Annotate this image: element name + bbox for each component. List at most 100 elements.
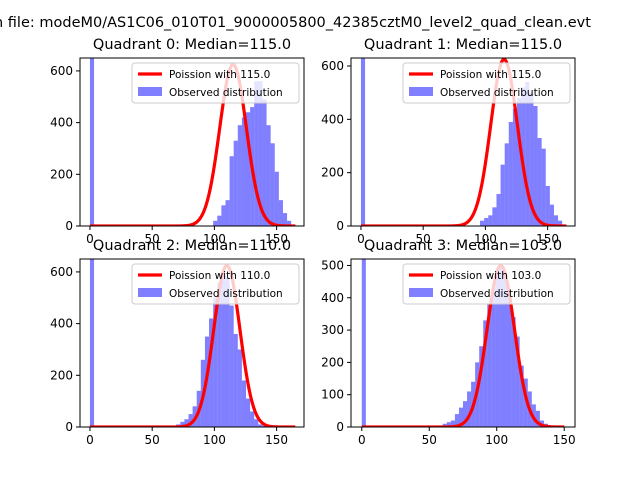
axes-frame bbox=[79, 57, 305, 227]
x-tick-label: 100 bbox=[474, 232, 497, 246]
histogram-bar bbox=[254, 81, 259, 226]
legend-patch-swatch bbox=[409, 288, 433, 297]
legend-patch-swatch bbox=[409, 87, 433, 96]
y-tick-label: 0 bbox=[65, 420, 73, 434]
y-tick-label: 400 bbox=[50, 116, 73, 130]
axes-frame bbox=[350, 258, 576, 428]
quadrant-3-title: Quadrant 3: Median=103.0 bbox=[364, 238, 562, 254]
histogram-bar bbox=[549, 204, 554, 226]
histogram-bar bbox=[450, 420, 455, 427]
histogram-bar bbox=[246, 398, 251, 427]
x-tick-label: 150 bbox=[536, 232, 559, 246]
y-tick-label: 200 bbox=[50, 167, 73, 181]
histogram-bar bbox=[237, 125, 242, 226]
y-tick-label: 400 bbox=[321, 291, 344, 305]
x-tick-label: 100 bbox=[203, 433, 226, 447]
histogram-bar bbox=[537, 138, 542, 226]
histogram-bar bbox=[517, 98, 522, 226]
axes-frame bbox=[79, 258, 305, 428]
histogram-bar bbox=[278, 200, 283, 226]
x-tick-label: 50 bbox=[416, 232, 431, 246]
histogram-bar bbox=[553, 215, 559, 226]
y-tick-label: 200 bbox=[321, 166, 344, 180]
y-tick-label: 100 bbox=[321, 388, 344, 402]
legend-label-observed: Observed distribution bbox=[440, 87, 554, 99]
histogram-bar bbox=[254, 419, 259, 427]
x-tick-label: 50 bbox=[422, 433, 437, 447]
histogram-bar bbox=[241, 117, 247, 226]
histogram-bar bbox=[523, 378, 528, 427]
histogram-bar bbox=[209, 318, 214, 427]
quadrant-1-title: Quadrant 1: Median=115.0 bbox=[364, 37, 562, 53]
histogram-bar bbox=[487, 304, 492, 427]
quadrant-2-title: Quadrant 2: Median=110.0 bbox=[93, 238, 291, 254]
histogram-bar bbox=[274, 171, 279, 226]
legend: Poission with 115.0 Observed distribution bbox=[402, 62, 571, 104]
y-tick-label: 0 bbox=[65, 219, 73, 233]
legend: Poission with 103.0 Observed distribution bbox=[402, 263, 571, 305]
legend-patch-swatch bbox=[138, 87, 162, 96]
figure-title: n file: modeM0/AS1C06_010T01_9000005800_… bbox=[0, 15, 591, 31]
histogram-bar bbox=[495, 271, 500, 427]
legend-label-observed: Observed distribution bbox=[440, 288, 554, 300]
x-tick-label: 100 bbox=[485, 433, 508, 447]
x-tick-label: 50 bbox=[145, 433, 160, 447]
histogram-bar bbox=[492, 207, 497, 226]
quadrant-3-plot: 0 50 100 150 0 100 200 300 400 500 Poission with 1… bbox=[321, 238, 576, 447]
histogram-bar bbox=[221, 205, 226, 226]
histogram-bar bbox=[361, 259, 366, 427]
histogram-bar bbox=[258, 81, 263, 226]
histogram-bar bbox=[463, 401, 468, 427]
histogram-bar bbox=[529, 92, 534, 226]
histogram-bar bbox=[479, 346, 484, 427]
histogram-bar bbox=[512, 108, 518, 226]
y-tick-label: 0 bbox=[336, 219, 344, 233]
histogram-bar bbox=[237, 349, 242, 427]
histogram-bar bbox=[508, 122, 513, 226]
histogram-bar bbox=[241, 380, 247, 427]
poisson-line bbox=[360, 263, 566, 427]
histogram-bar bbox=[225, 200, 230, 226]
histogram-bar bbox=[270, 143, 275, 226]
x-tick-label: 0 bbox=[86, 433, 94, 447]
y-tick-label: 500 bbox=[321, 258, 344, 272]
histogram-bar bbox=[225, 277, 230, 427]
histogram-bar bbox=[499, 265, 504, 427]
histogram-bar bbox=[503, 275, 508, 427]
histogram-bar bbox=[458, 407, 463, 427]
histogram-bar bbox=[525, 82, 530, 226]
x-tick-label: 0 bbox=[357, 232, 365, 246]
histogram-bar bbox=[467, 391, 472, 427]
x-tick-label: 150 bbox=[265, 232, 288, 246]
histogram-bar bbox=[221, 274, 226, 427]
poisson-line bbox=[88, 62, 297, 226]
histogram-bar bbox=[511, 317, 516, 427]
x-tick-label: 100 bbox=[203, 232, 226, 246]
histogram-bar bbox=[496, 194, 501, 226]
quadrant-1-plot: 0 50 100 150 0 200 400 600 Poission with 115.0 Ob… bbox=[321, 37, 576, 246]
histogram-bar bbox=[89, 259, 95, 427]
legend-label-observed: Observed distribution bbox=[169, 87, 283, 99]
y-tick-label: 300 bbox=[321, 323, 344, 337]
histogram-bar bbox=[545, 186, 550, 226]
histogram-bar bbox=[504, 143, 509, 226]
histogram-bar bbox=[233, 140, 238, 226]
histogram-bar bbox=[188, 414, 193, 427]
histogram-bar bbox=[535, 410, 540, 427]
histogram-bar bbox=[484, 218, 489, 226]
histogram-bar bbox=[217, 282, 222, 427]
histogram-bar bbox=[184, 419, 189, 427]
x-tick-label: 50 bbox=[145, 232, 160, 246]
histogram-bar bbox=[454, 414, 459, 427]
legend-patch-swatch bbox=[138, 288, 162, 297]
histogram-bar bbox=[246, 112, 251, 226]
poisson-line bbox=[359, 58, 568, 226]
histogram-bar bbox=[488, 215, 493, 226]
histogram-bar bbox=[217, 215, 222, 226]
histogram-bar bbox=[360, 58, 366, 226]
histogram-bar bbox=[558, 220, 563, 226]
histogram-bar bbox=[213, 220, 218, 226]
legend-label-poisson: Poission with 115.0 bbox=[440, 69, 541, 81]
y-tick-label: 600 bbox=[50, 265, 73, 279]
